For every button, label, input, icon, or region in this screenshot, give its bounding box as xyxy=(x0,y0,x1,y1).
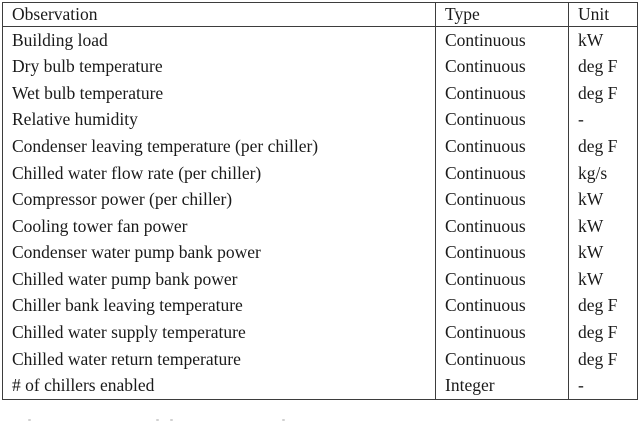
cropped-caption-remnant xyxy=(0,418,640,422)
type-cell: Continuous xyxy=(435,213,569,240)
type-cell: Continuous xyxy=(435,239,569,267)
unit-cell: kW xyxy=(568,239,638,267)
type-cell: Continuous xyxy=(435,346,569,373)
observation-cell: Dry bulb temperature xyxy=(12,56,163,77)
table-row: Building load Continuous kW xyxy=(3,26,638,54)
observation-cell: Cooling tower fan power xyxy=(12,215,188,236)
type-cell: Continuous xyxy=(435,133,569,160)
table-row: Wet bulb temperature Continuous deg F xyxy=(3,80,638,107)
table-row: Cooling tower fan power Continuous kW xyxy=(3,213,638,240)
type-cell: Integer xyxy=(435,372,569,400)
table-row: Chilled water pump bank power Continuous… xyxy=(3,266,638,293)
header-row: Observation Type Unit xyxy=(2,2,638,27)
table-body: Building load Continuous kW Dry bulb tem… xyxy=(3,26,638,400)
table-row: Dry bulb temperature Continuous deg F xyxy=(3,53,638,81)
table-row: Chilled water return temperature Continu… xyxy=(3,346,638,373)
column-header-observation: Observation xyxy=(2,2,436,27)
observation-space-table: Observation Type Unit Building load Cont… xyxy=(2,2,638,401)
observation-cell: Condenser water pump bank power xyxy=(12,242,261,263)
observation-cell: Chilled water return temperature xyxy=(12,348,241,369)
type-cell: Continuous xyxy=(435,26,569,54)
observation-cell: Building load xyxy=(12,29,108,50)
unit-cell: kW xyxy=(568,213,638,240)
unit-cell: kW xyxy=(568,26,638,54)
type-cell: Continuous xyxy=(435,80,569,107)
table-row: Relative humidity Continuous - xyxy=(3,106,638,134)
unit-cell: kW xyxy=(568,186,638,214)
observation-cell: # of chillers enabled xyxy=(12,375,155,396)
table-row: Condenser leaving temperature (per chill… xyxy=(3,133,638,160)
observation-cell: Chilled water flow rate (per chiller) xyxy=(12,162,262,183)
unit-cell: deg F xyxy=(568,53,638,81)
table-row: Compressor power (per chiller) Continuou… xyxy=(3,186,638,214)
unit-cell: deg F xyxy=(568,346,638,373)
unit-cell: kW xyxy=(568,266,638,293)
unit-cell: kg/s xyxy=(568,159,638,187)
table-header: Observation Type Unit xyxy=(2,2,638,27)
type-cell: Continuous xyxy=(435,53,569,81)
unit-cell: deg F xyxy=(568,80,638,107)
table-row: Chilled water flow rate (per chiller) Co… xyxy=(3,159,638,187)
observation-cell: Wet bulb temperature xyxy=(12,82,164,103)
observation-cell: Chilled water pump bank power xyxy=(12,268,238,289)
column-header-type: Type xyxy=(435,2,569,27)
column-header-unit: Unit xyxy=(568,2,638,27)
unit-cell: deg F xyxy=(568,292,638,320)
observation-cell: Compressor power (per chiller) xyxy=(12,189,233,210)
table-row: Chiller bank leaving temperature Continu… xyxy=(3,292,638,320)
observation-cell: Chilled water supply temperature xyxy=(12,322,246,343)
observation-cell: Relative humidity xyxy=(12,109,138,130)
type-cell: Continuous xyxy=(435,319,569,347)
type-cell: Continuous xyxy=(435,292,569,320)
unit-cell: - xyxy=(568,106,638,134)
type-cell: Continuous xyxy=(435,159,569,187)
observation-cell: Condenser leaving temperature (per chill… xyxy=(12,135,319,156)
type-cell: Continuous xyxy=(435,106,569,134)
type-cell: Continuous xyxy=(435,266,569,293)
table-row: Chilled water supply temperature Continu… xyxy=(3,319,638,347)
table-row: Condenser water pump bank power Continuo… xyxy=(3,239,638,267)
observation-cell: Chiller bank leaving temperature xyxy=(12,295,243,316)
unit-cell: deg F xyxy=(568,133,638,160)
table-row: # of chillers enabled Integer - xyxy=(3,372,638,400)
unit-cell: deg F xyxy=(568,319,638,347)
type-cell: Continuous xyxy=(435,186,569,214)
unit-cell: - xyxy=(568,372,638,400)
